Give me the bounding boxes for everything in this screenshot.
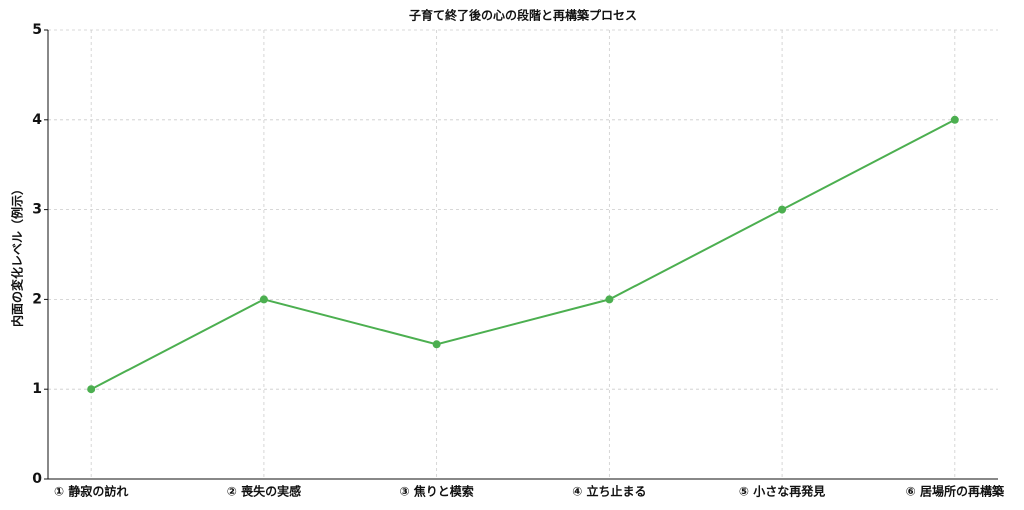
y-tick-label: 1 xyxy=(32,381,42,397)
point xyxy=(259,295,268,304)
y-tick-label: 3 xyxy=(32,202,42,218)
point xyxy=(778,205,787,214)
point xyxy=(87,385,96,394)
x-tick-label: ① 静寂の訪れ xyxy=(54,484,128,499)
line xyxy=(90,118,956,391)
x-tick-label: ⑥ 居場所の再構築 xyxy=(906,484,1005,499)
x-tick-label: ② 喪失の実感 xyxy=(227,484,301,499)
y-tick-label: 5 xyxy=(32,22,42,38)
y-tick-label: 2 xyxy=(32,291,42,307)
point xyxy=(432,340,441,349)
point xyxy=(950,115,959,124)
y-axis-label: 内面の変化レベル（例示） xyxy=(10,183,25,327)
x-tick-label: ③ 焦りと模索 xyxy=(399,484,473,499)
chart-title: 子育て終了後の心の段階と再構築プロセス xyxy=(409,8,637,23)
point xyxy=(605,295,614,304)
y-tick-label: 0 xyxy=(32,471,42,487)
x-tick-label: ④ 立ち止まる xyxy=(572,484,646,499)
y-tick-label: 4 xyxy=(32,112,42,128)
x-tick-label: ⑤ 小さな再発見 xyxy=(739,484,825,499)
